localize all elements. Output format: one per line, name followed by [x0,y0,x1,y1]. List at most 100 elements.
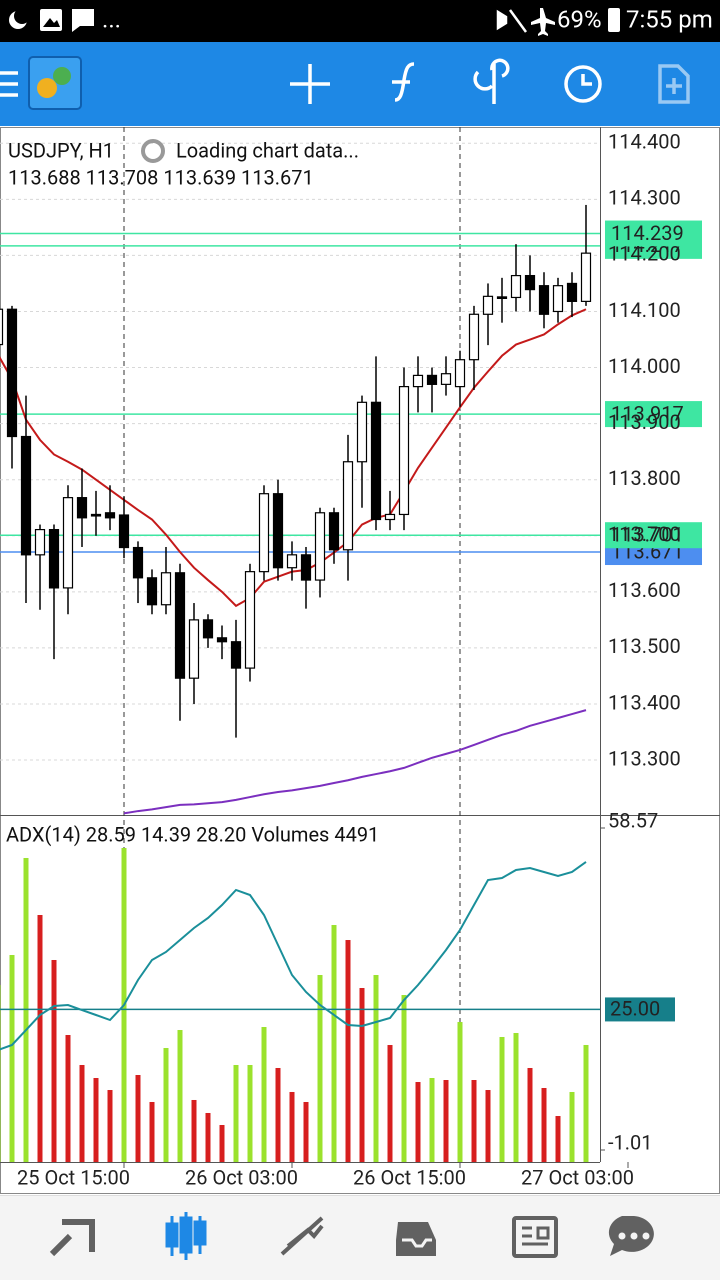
candle-body [468,313,480,361]
candle-body [132,546,144,579]
y-tick-label: 113.600 [608,578,681,602]
y-tick-label: 113.900 [608,410,681,434]
y-tick-label: 114.000 [608,354,681,378]
volume-bar [163,1048,169,1162]
toolbar-icons[interactable] [0,56,690,110]
status-more: ... [102,5,121,33]
candle-body [160,572,172,606]
candle-body [356,401,368,463]
candle-body [146,577,158,606]
volume-bar [65,1035,71,1162]
x-tick-label: 26 Oct 03:00 [185,1165,298,1189]
volume-bar [583,1044,589,1162]
y-tick-label: 114.400 [608,130,681,154]
candle-body [6,308,18,438]
candle-body [328,512,340,551]
y-tick-label: 114.100 [608,298,681,322]
y-tick-label: 113.400 [608,690,681,714]
candle-body [258,493,270,573]
candle-body [538,285,550,315]
candle-body [524,274,536,291]
volume-bar [275,1067,281,1162]
x-tick-label: 27 Oct 03:00 [521,1165,634,1189]
candle-body [370,401,382,521]
indicator-levels: 25.00 [0,997,675,1022]
candle-body [580,252,592,302]
candle-body [48,528,60,589]
x-tick-label: 26 Oct 15:00 [353,1165,466,1189]
volume-bar [331,925,337,1162]
candle-body [496,296,508,299]
level-label: 25.00 [610,997,660,1021]
level-box [605,522,702,549]
volume-bar [499,1036,505,1162]
y-tick-label: 113.500 [608,634,681,658]
y-tick-label: 114.200 [608,242,681,266]
level-box [605,220,702,247]
volume-bar [289,1091,295,1162]
volume-bar [149,1101,155,1162]
candle-body [216,637,228,643]
candle-body [272,493,284,569]
level-box [605,401,702,428]
y-tick-label: 113.800 [608,466,681,490]
volume-bar [373,975,379,1162]
symbol: USDJPY, H1 [8,138,114,162]
volume-bar [429,1077,435,1162]
candle-body [300,554,312,581]
adx [0,861,587,1051]
volume-bar [177,1030,183,1162]
candle-body [398,386,410,516]
status-bar [0,0,720,42]
x-tick-label: 25 Oct 15:00 [17,1165,130,1189]
volume-bar [247,1064,253,1162]
candle-body [174,572,186,679]
volume-bar [233,1064,239,1162]
volume-bar [415,1082,421,1162]
volume-bar [135,1075,141,1162]
candle-body [202,619,214,639]
y-tick-label: 113.700 [608,522,681,546]
bottom-nav [0,1195,720,1280]
clock: 7:55 pm [626,5,713,33]
loading-text: Loading chart data... [176,138,359,162]
separators [123,127,461,1162]
candle-body [230,641,242,669]
volume-bar [345,940,351,1162]
volume-bar [555,1116,561,1162]
y-tick-label: -1.01 [608,1130,653,1154]
y-tick-label: 113.300 [608,746,681,770]
candle-body [244,571,256,669]
axis-labels: 113.300 113.400 113.500 113.600 113.700 113.8… [17,130,681,1190]
volume-bar [513,1033,519,1162]
candle-body [104,512,116,519]
indicator-title: ADX(14) 28.59 14.39 28.20 Volumes 4491 [6,822,379,846]
moving-average [123,709,587,815]
battery: 69% [557,5,602,33]
candle-body [20,435,32,556]
candle-body [510,274,522,299]
candle-body [384,513,396,521]
volume-bar [9,954,15,1162]
volume-bar [443,1080,449,1162]
volume-bar [471,1080,477,1162]
volume-bar [569,1091,575,1162]
volume-bar [317,975,323,1162]
status-icons [9,8,620,36]
candle-body [34,528,46,556]
volume-bar [303,1101,309,1162]
level-label: 113.701 [611,522,684,546]
y-tick-label: 58.57 [608,808,658,832]
volume-bar [457,1022,463,1162]
ohlc: 113.688 113.708 113.639 113.671 [8,165,314,189]
candle-body [118,514,130,549]
candle-body [0,308,4,346]
volume-bar [51,959,57,1162]
candle-body [314,512,326,581]
nav-icons[interactable] [49,1212,654,1260]
candle-body [454,359,466,388]
volume-bar [485,1090,491,1162]
